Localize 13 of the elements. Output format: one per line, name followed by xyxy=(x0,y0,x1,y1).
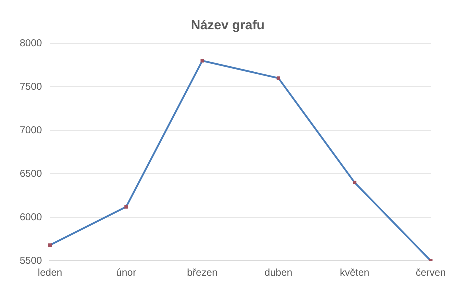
y-tick-label: 8000 xyxy=(20,38,43,50)
y-tick-label: 7500 xyxy=(20,82,43,93)
y-tick-label: 6500 xyxy=(20,168,43,180)
chart-title: Název grafu xyxy=(191,17,265,32)
x-tick-label: červen xyxy=(416,268,446,279)
x-tick-label: únor xyxy=(116,268,138,279)
y-tick-label: 5500 xyxy=(20,256,43,267)
y-tick-label: 6000 xyxy=(20,212,43,224)
x-tick-label: březen xyxy=(187,268,218,279)
y-tick-label: 7000 xyxy=(20,125,43,136)
x-tick-label: duben xyxy=(264,268,293,279)
x-tick-label: květen xyxy=(340,268,370,279)
x-tick-label: leden xyxy=(38,268,62,279)
